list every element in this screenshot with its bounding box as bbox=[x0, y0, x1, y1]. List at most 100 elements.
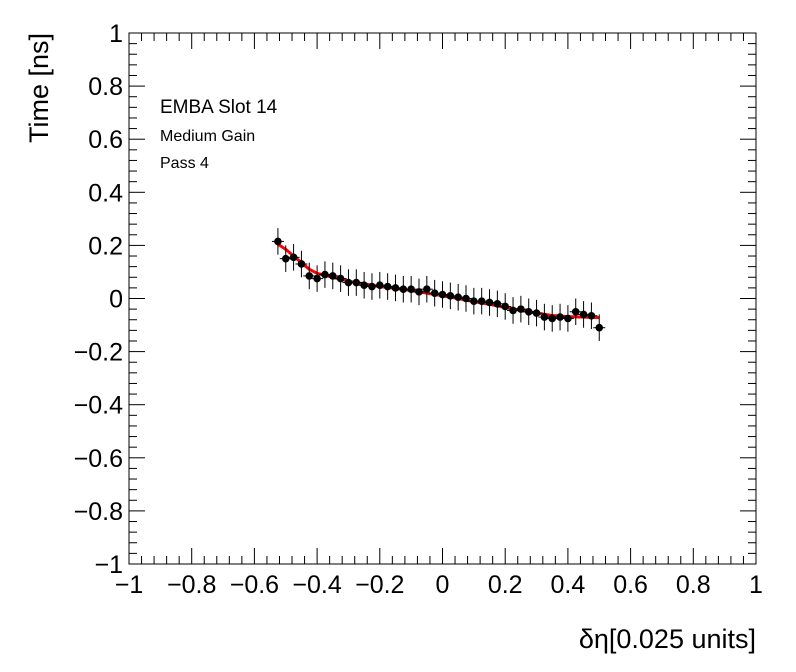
point-marker bbox=[501, 302, 510, 311]
data-point bbox=[444, 282, 457, 310]
point-marker bbox=[462, 294, 470, 303]
x-tick-label: −0.8 bbox=[167, 571, 216, 599]
data-point bbox=[373, 271, 386, 299]
x-tick-labels: −1 −0.8 −0.6 −0.4 −0.2 0 0.2 0.4 0.6 0.8 1 bbox=[115, 571, 763, 599]
point-marker bbox=[470, 297, 478, 305]
data-point bbox=[522, 298, 535, 326]
point-marker bbox=[517, 305, 525, 313]
data-point bbox=[514, 295, 527, 323]
x-tick-label: −0.2 bbox=[355, 571, 404, 599]
data-point bbox=[499, 293, 512, 320]
data-point bbox=[334, 265, 347, 292]
point-marker bbox=[344, 278, 353, 287]
point-marker bbox=[297, 260, 306, 268]
y-axis-title: Time [ns] bbox=[24, 33, 54, 143]
x-tick-label: −1 bbox=[115, 571, 144, 599]
data-point bbox=[475, 287, 488, 315]
point-marker bbox=[328, 272, 337, 280]
data-point bbox=[507, 297, 520, 324]
y-tick-label: 0.2 bbox=[88, 232, 123, 260]
point-marker bbox=[438, 290, 447, 299]
point-marker bbox=[595, 323, 604, 332]
y-tick-label: 1 bbox=[109, 20, 123, 48]
data-point bbox=[405, 275, 418, 303]
point-marker bbox=[477, 297, 486, 305]
data-point bbox=[350, 269, 363, 296]
annotation-pass: Pass 4 bbox=[160, 155, 209, 172]
point-marker bbox=[383, 282, 392, 291]
point-marker bbox=[532, 309, 541, 317]
y-tick-label: −0.4 bbox=[74, 392, 123, 420]
y-tick-labels: −1 −0.8 −0.6 −0.4 −0.2 0 0.2 0.4 0.6 0.8 1 bbox=[74, 20, 123, 579]
y-tick-label: −0.2 bbox=[74, 339, 123, 367]
point-marker bbox=[336, 274, 345, 283]
data-point bbox=[460, 285, 473, 312]
data-point bbox=[585, 302, 598, 330]
point-marker bbox=[360, 281, 368, 290]
fit-curve bbox=[277, 242, 600, 320]
data-point bbox=[279, 245, 292, 272]
data-point bbox=[295, 250, 308, 278]
point-marker bbox=[313, 274, 321, 283]
point-marker bbox=[376, 281, 384, 290]
y-tick-label: 0.6 bbox=[88, 126, 123, 154]
point-marker bbox=[430, 289, 439, 297]
data-point bbox=[358, 271, 371, 299]
y-tick-label: −0.8 bbox=[74, 498, 123, 526]
point-marker bbox=[415, 288, 423, 296]
data-point bbox=[530, 299, 543, 327]
point-marker bbox=[540, 313, 549, 321]
x-axis-title: δη[0.025 units] bbox=[579, 624, 756, 654]
point-marker bbox=[352, 278, 361, 287]
x-tick-label: 1 bbox=[749, 571, 763, 599]
x-tick-label: 0.2 bbox=[488, 571, 523, 599]
data-point bbox=[554, 303, 567, 331]
point-marker bbox=[321, 270, 329, 279]
data-point bbox=[420, 275, 433, 303]
data-point bbox=[303, 262, 316, 290]
point-marker bbox=[556, 313, 564, 321]
y-tick-label: 0.4 bbox=[88, 179, 123, 207]
point-marker bbox=[446, 292, 455, 300]
data-point bbox=[365, 273, 378, 300]
point-marker bbox=[493, 300, 502, 308]
data-point bbox=[287, 244, 300, 271]
data-point bbox=[577, 301, 590, 328]
data-point bbox=[538, 303, 551, 331]
axis-ticks bbox=[128, 32, 757, 565]
point-marker bbox=[423, 285, 431, 294]
point-marker bbox=[454, 293, 462, 301]
x-tick-label: −0.4 bbox=[292, 571, 341, 599]
data-point bbox=[483, 289, 496, 316]
point-marker bbox=[305, 272, 314, 280]
data-point bbox=[428, 279, 441, 307]
data-point bbox=[569, 298, 582, 326]
data-point bbox=[546, 305, 559, 332]
x-tick-label: 0 bbox=[436, 571, 450, 599]
data-points bbox=[271, 228, 606, 341]
point-marker bbox=[587, 311, 596, 320]
x-tick-label: −0.6 bbox=[230, 571, 279, 599]
x-tick-label: 0.6 bbox=[613, 571, 648, 599]
y-tick-label: 0 bbox=[109, 286, 123, 314]
point-marker bbox=[407, 285, 415, 294]
point-marker bbox=[391, 284, 400, 292]
fit-line bbox=[277, 242, 600, 320]
y-tick-label: −1 bbox=[94, 551, 123, 579]
point-marker bbox=[399, 285, 408, 294]
point-marker bbox=[548, 314, 557, 323]
point-marker bbox=[579, 310, 588, 319]
annotation-gain: Medium Gain bbox=[160, 128, 255, 145]
data-point bbox=[436, 281, 449, 308]
data-point bbox=[593, 314, 606, 341]
data-point bbox=[412, 278, 425, 306]
point-marker bbox=[524, 307, 533, 316]
y-tick-label: −0.6 bbox=[74, 445, 123, 473]
data-point bbox=[271, 228, 284, 255]
point-marker bbox=[571, 307, 580, 316]
data-point bbox=[311, 265, 324, 292]
point-marker bbox=[368, 282, 376, 291]
point-marker bbox=[289, 253, 298, 262]
data-point bbox=[452, 283, 465, 311]
